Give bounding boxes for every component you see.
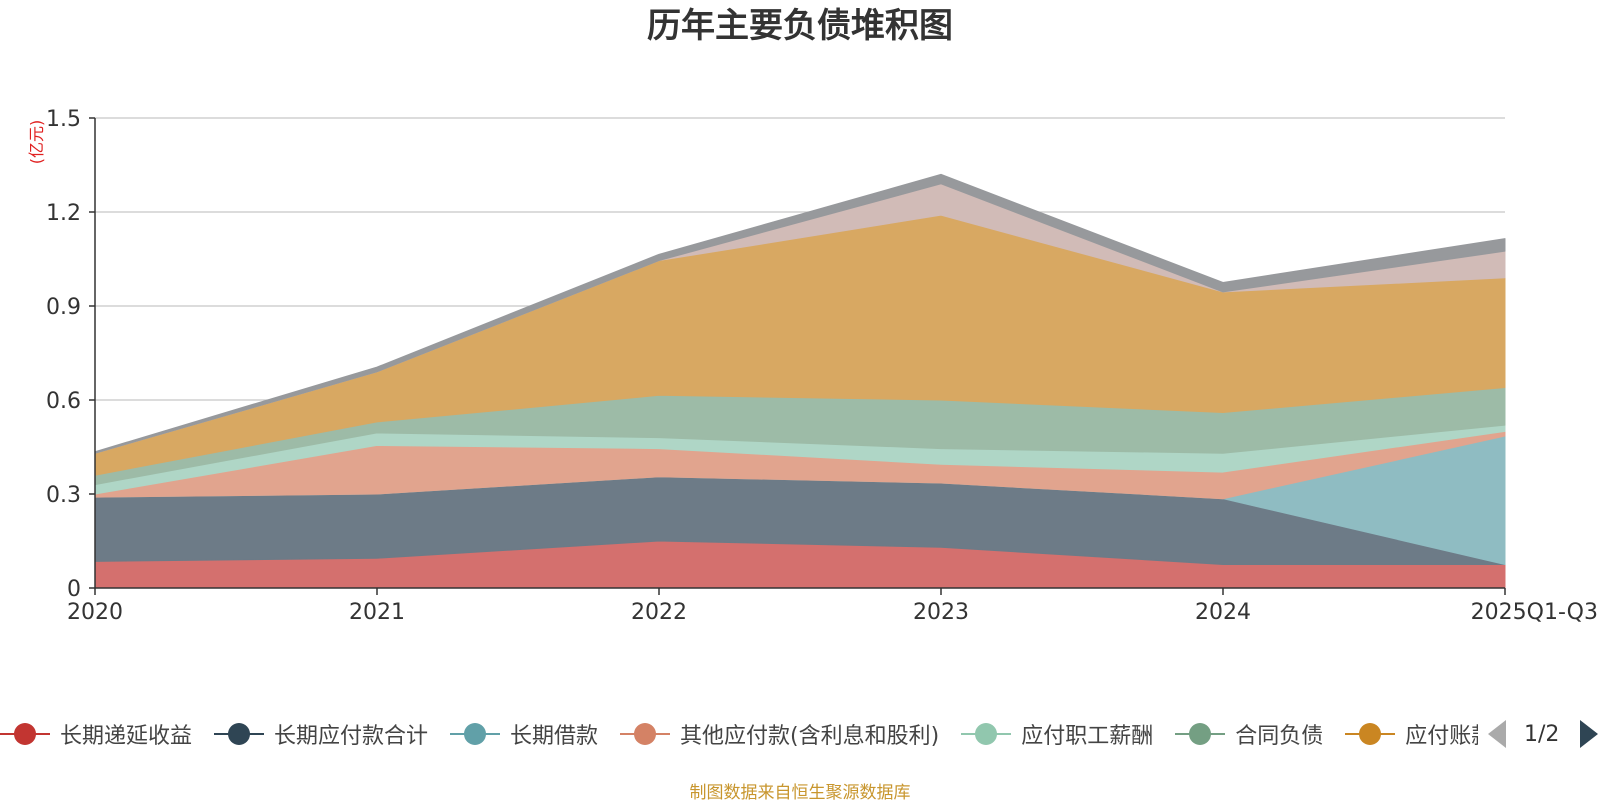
legend-label: 应付账款: [1405, 724, 1478, 749]
y-tick-label: 0.3: [46, 483, 81, 508]
legend-item[interactable]: 其他应付款(含利息和股利): [620, 718, 939, 750]
legend-marker-icon: [620, 722, 671, 746]
legend-item[interactable]: 长期应付款合计: [214, 718, 428, 750]
x-tick-label: 2024: [1195, 600, 1251, 625]
x-tick-label: 2023: [913, 600, 969, 625]
x-tick-label: 2025Q1-Q3: [1471, 600, 1598, 625]
y-axis-unit-label: (亿元): [27, 120, 46, 165]
x-tick-label: 2022: [631, 600, 687, 625]
axes: 0 0.3 0.6 0.9 1.2 1.5 2020 2021 2022 2023 2024 2025…: [46, 107, 1598, 625]
legend-label: 应付职工薪酬: [1021, 724, 1154, 749]
legend-label: 其他应付款(含利息和股利): [680, 724, 940, 749]
y-tick-label: 0.9: [46, 295, 81, 320]
triangle-right-icon: [1580, 720, 1598, 748]
legend-marker-icon: [961, 722, 1012, 746]
legend-item[interactable]: 长期借款: [450, 718, 598, 750]
legend-marker-icon: [214, 722, 265, 746]
legend-next-page-button[interactable]: [1578, 714, 1600, 754]
legend-item[interactable]: 合同负债: [1175, 718, 1323, 750]
legend-marker-icon: [450, 722, 501, 746]
legend-item[interactable]: 应付职工薪酬: [961, 718, 1153, 750]
y-tick-label: 1.5: [46, 107, 81, 132]
y-tick-label: 0: [67, 577, 81, 602]
y-tick-label: 0.6: [46, 389, 81, 414]
legend-label: 长期递延收益: [60, 724, 193, 749]
legend: 长期递延收益 长期应付款合计 长期借款 其他应付款(含利息和股利) 应付职工薪酬 合同负债…: [0, 714, 1600, 754]
legend-label: 合同负债: [1235, 724, 1324, 749]
legend-marker-icon: [0, 722, 50, 746]
legend-row: 长期递延收益 长期应付款合计 长期借款 其他应付款(含利息和股利) 应付职工薪酬 合同负债…: [0, 714, 1478, 754]
legend-marker-icon: [1175, 722, 1226, 746]
x-tick-label: 2020: [67, 600, 123, 625]
chart-title: 历年主要负债堆积图: [647, 6, 953, 46]
source-note: 制图数据来自恒生聚源数据库: [689, 783, 911, 803]
legend-item[interactable]: 长期递延收益: [0, 718, 192, 750]
legend-label: 长期借款: [510, 724, 599, 749]
y-tick-label: 1.2: [46, 201, 81, 226]
triangle-left-icon: [1488, 720, 1506, 748]
stacked-areas: [94, 173, 1506, 589]
legend-page-indicator: 1/2: [1524, 721, 1560, 747]
legend-item[interactable]: 应付账款: [1345, 718, 1478, 750]
legend-label: 长期应付款合计: [274, 724, 429, 749]
legend-viewport: 长期递延收益 长期应付款合计 长期借款 其他应付款(含利息和股利) 应付职工薪酬 合同负债…: [0, 714, 1478, 754]
legend-marker-icon: [1345, 722, 1396, 746]
area-series-其他: [94, 173, 1506, 454]
x-tick-label: 2021: [349, 600, 405, 625]
legend-prev-page-button[interactable]: [1486, 714, 1508, 754]
